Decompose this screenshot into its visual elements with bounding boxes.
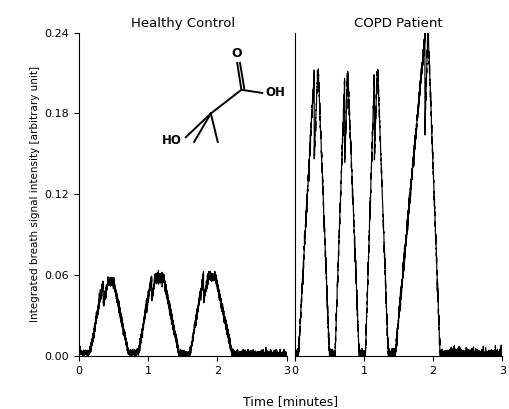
- Title: COPD Patient: COPD Patient: [354, 17, 442, 30]
- Text: Time [minutes]: Time [minutes]: [243, 395, 337, 408]
- Y-axis label: Integrated breath signal intensity [arbitrary unit]: Integrated breath signal intensity [arbi…: [30, 66, 40, 322]
- Title: Healthy Control: Healthy Control: [130, 17, 235, 30]
